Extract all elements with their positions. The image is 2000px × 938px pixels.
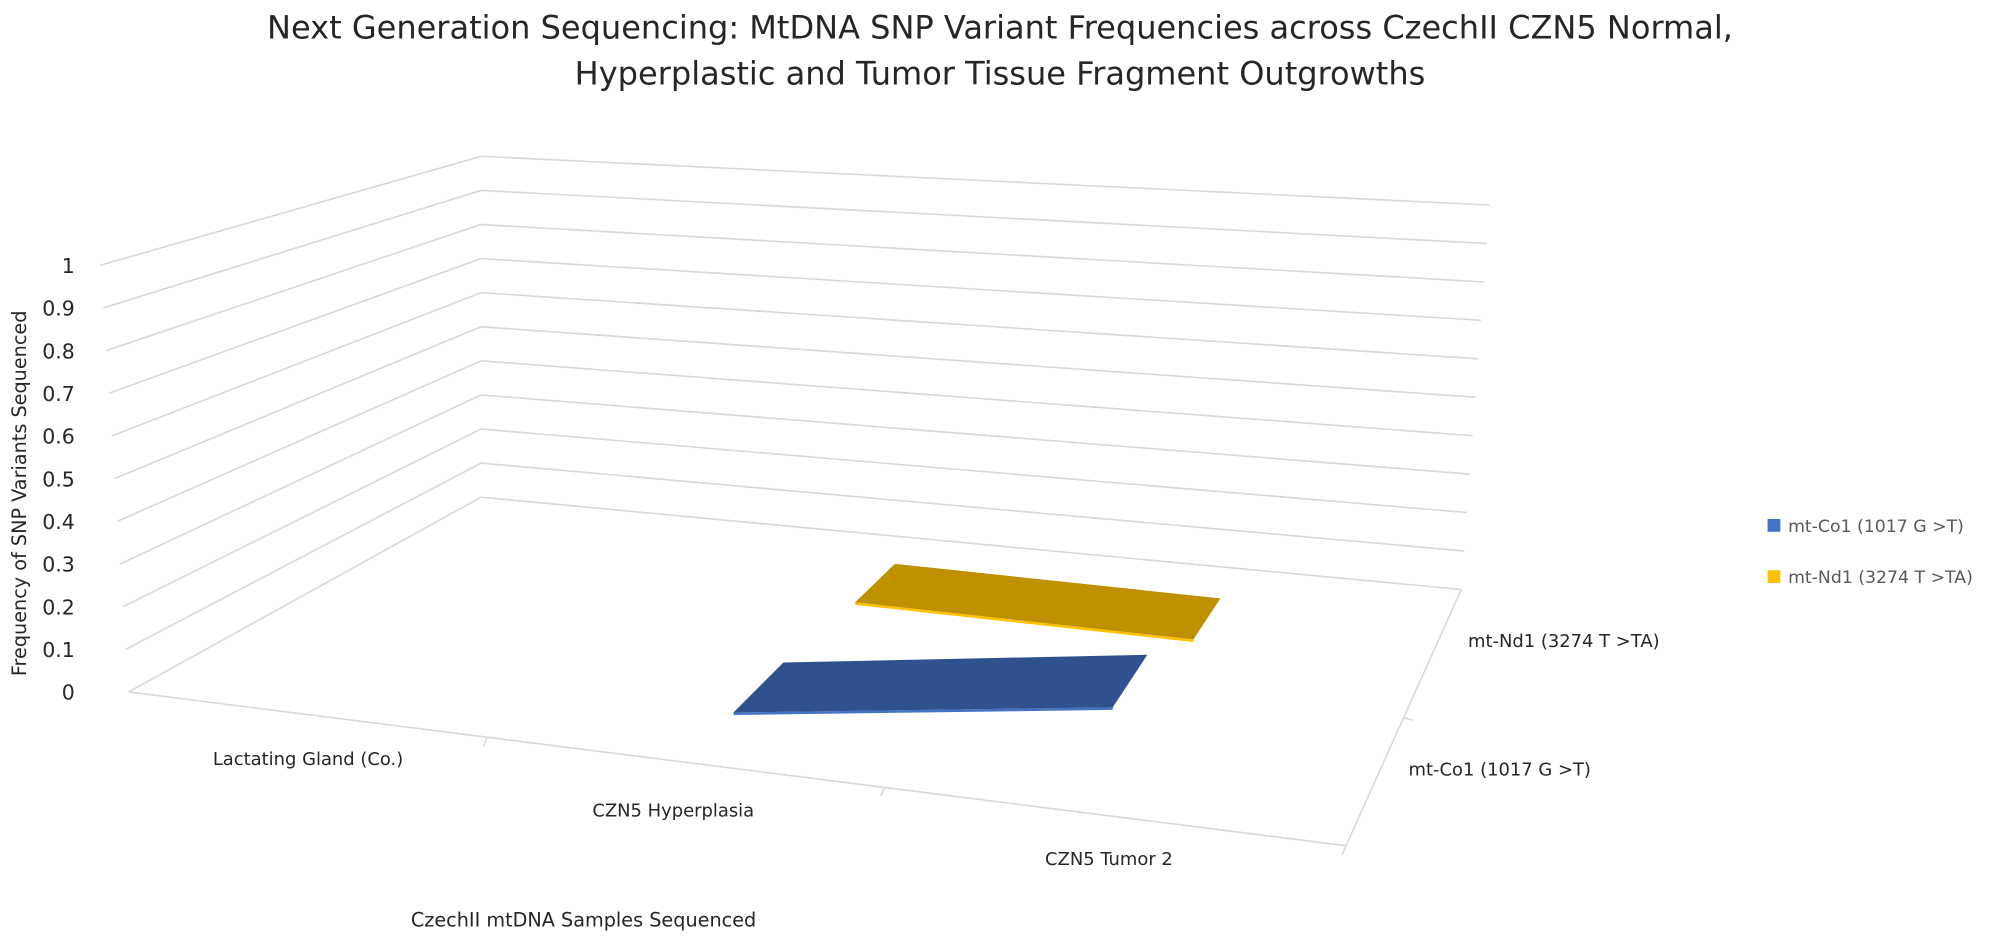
series-areas <box>733 563 1221 716</box>
depth-label-mt-nd1: mt-Nd1 (3274 T >TA) <box>1468 631 1660 652</box>
gridline <box>125 462 1465 651</box>
gridline <box>114 325 1476 480</box>
y-tick-label: 0.2 <box>42 595 75 619</box>
gridline <box>117 360 1473 523</box>
gridline <box>128 496 1462 693</box>
y-axis-title: Frequency of SNP Variants Sequenced <box>8 311 31 677</box>
x-axis-tick-mark <box>880 786 886 797</box>
gridline <box>119 394 1470 565</box>
y-tick-label: 0.4 <box>42 510 75 534</box>
area-edge-mt-co1 <box>733 707 1113 716</box>
category-label-lactating-gland: Lactating Gland (Co.) <box>213 749 403 770</box>
area-mt-nd1 <box>855 563 1221 640</box>
area-edge-mt-nd1 <box>855 602 1194 642</box>
y-tick-label: 0.9 <box>42 297 75 321</box>
y-tick-label: 0.7 <box>42 382 75 406</box>
chart-title-line-1: Next Generation Sequencing: MtDNA SNP Va… <box>267 8 1733 46</box>
x-axis-title: CzechII mtDNA Samples Sequenced <box>411 908 756 931</box>
legend-swatch-mt-nd1 <box>1767 570 1781 584</box>
depth-label-mt-co1: mt-Co1 (1017 G >T) <box>1409 759 1591 780</box>
x-axis-tick-mark <box>1341 845 1347 856</box>
legend-label-mt-nd1: mt-Nd1 (3274 T >TA) <box>1788 568 1973 588</box>
legend-label-mt-co1: mt-Co1 (1017 G >T) <box>1788 517 1964 537</box>
y-tick-label: 1 <box>62 254 75 278</box>
y-tick-label: 0.3 <box>42 553 75 577</box>
y-tick-label: 0.5 <box>42 467 75 491</box>
gridline <box>105 223 1484 352</box>
legend: mt-Co1 (1017 G >T) mt-Nd1 (3274 T >TA) <box>1767 517 1973 588</box>
legend-swatch-mt-co1 <box>1767 518 1781 532</box>
gridline <box>100 155 1490 267</box>
gridline <box>111 291 1479 437</box>
gridline <box>103 189 1487 309</box>
category-label-czn5-tumor-2: CZN5 Tumor 2 <box>1045 849 1173 870</box>
category-label-czn5-hyperplasia: CZN5 Hyperplasia <box>592 800 754 821</box>
gridline <box>108 257 1482 395</box>
chart-title-line-2: Hyperplastic and Tumor Tissue Fragment O… <box>575 55 1426 93</box>
depth-axis-tick-mark <box>1403 716 1413 721</box>
y-axis-ticks: 0 0.1 0.2 0.3 0.4 0.5 0.6 0.7 0.8 0.9 1 <box>42 254 75 705</box>
y-tick-label: 0.8 <box>42 339 75 363</box>
floor-edge <box>128 589 1463 847</box>
gridlines <box>100 155 1490 856</box>
x-axis-tick-mark <box>482 736 489 747</box>
y-tick-label: 0 <box>62 681 75 705</box>
area-mt-co1 <box>733 654 1148 713</box>
gridline <box>122 428 1468 608</box>
y-tick-label: 0.1 <box>42 638 75 662</box>
y-tick-label: 0.6 <box>42 425 75 449</box>
